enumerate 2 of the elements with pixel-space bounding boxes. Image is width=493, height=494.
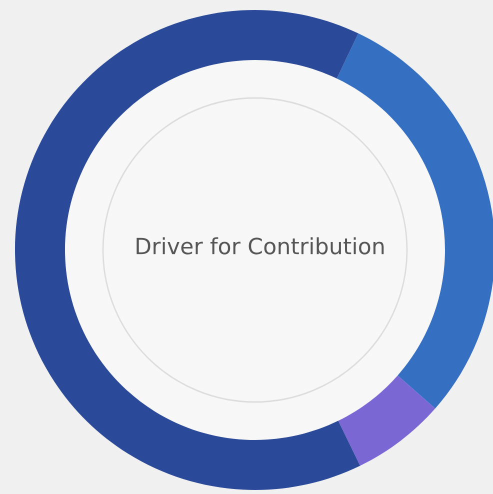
- text: Driver for Contribution: [136, 237, 384, 254]
- donut-slice: [338, 376, 436, 466]
